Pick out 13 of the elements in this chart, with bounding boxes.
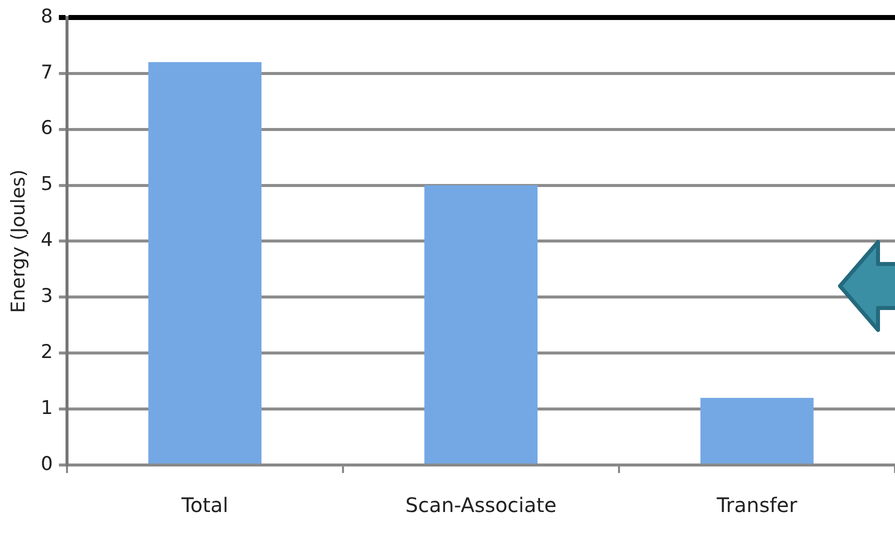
x-tick-label: Total: [180, 493, 228, 518]
y-tick-label: 1: [40, 396, 53, 419]
y-tick-label: 3: [40, 285, 53, 308]
y-tick-label: 7: [40, 61, 53, 84]
y-tick-label: 6: [40, 117, 53, 140]
y-tick-label: 0: [40, 452, 53, 475]
x-tick-label: Scan-Associate: [405, 493, 557, 518]
y-tick-label: 2: [40, 341, 53, 364]
y-axis-title: Energy (Joules): [7, 169, 30, 313]
y-tick-label: 8: [40, 5, 53, 28]
y-tick-label: 5: [40, 173, 53, 196]
x-tick-label: Transfer: [716, 493, 798, 518]
y-tick-label: 4: [40, 229, 53, 252]
